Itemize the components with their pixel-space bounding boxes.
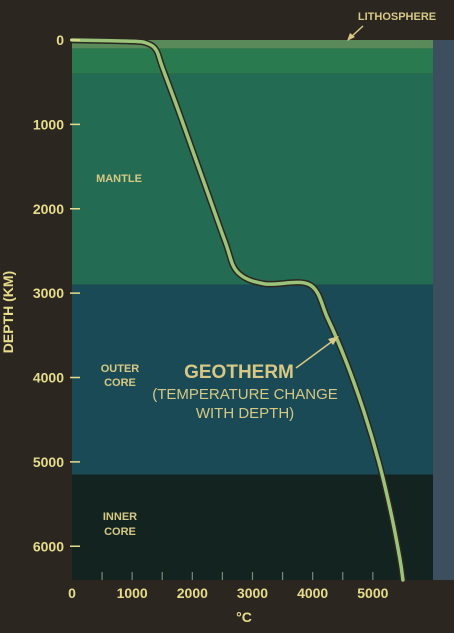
y-tick-label: 0 bbox=[56, 32, 64, 48]
right-edge-strip bbox=[433, 40, 454, 580]
y-tick-label: 6000 bbox=[33, 538, 64, 554]
y-tick-labels: 0 1000 2000 3000 4000 5000 6000 bbox=[33, 32, 80, 554]
mantle-label: MANTLE bbox=[96, 173, 142, 185]
layer-band-1 bbox=[72, 48, 433, 74]
y-tick-label: 5000 bbox=[33, 454, 64, 470]
geotherm-subtitle-line1: (TEMPERATURE CHANGE bbox=[152, 386, 338, 403]
lithosphere-arrow-head bbox=[347, 33, 355, 41]
layer-band-0 bbox=[72, 40, 433, 49]
x-axis-title: °C bbox=[236, 609, 252, 625]
y-axis-title: DEPTH (KM) bbox=[0, 271, 16, 353]
lithosphere-label: LITHOSPHERE bbox=[358, 11, 436, 23]
outer-core-label-line1: OUTER bbox=[101, 363, 140, 375]
geotherm-title: GEOTHERM bbox=[184, 362, 294, 383]
y-tick-label: 3000 bbox=[33, 285, 64, 301]
geotherm-arrow-line bbox=[295, 339, 335, 369]
series-line-0 bbox=[70, 38, 405, 582]
layer-band-4 bbox=[72, 474, 433, 580]
x-tick-label: 1000 bbox=[117, 585, 148, 601]
y-tick-label: 4000 bbox=[33, 370, 64, 386]
geotherm-subtitle-line2: WITH DEPTH) bbox=[196, 405, 294, 422]
x-tick-label: 0 bbox=[68, 585, 76, 601]
x-tick-labels: 0 1000 2000 3000 4000 5000 bbox=[68, 585, 389, 601]
x-tick-label: 4000 bbox=[297, 585, 328, 601]
inner-core-label-line1: INNER bbox=[103, 511, 137, 523]
y-tick-label: 2000 bbox=[33, 201, 64, 217]
x-tick-label: 2000 bbox=[177, 585, 208, 601]
earth-layers bbox=[72, 40, 433, 580]
inner-core-label-line2: CORE bbox=[104, 526, 136, 538]
layer-band-2 bbox=[72, 73, 433, 285]
x-tick-label: 5000 bbox=[357, 585, 388, 601]
series-lines bbox=[68, 36, 407, 584]
geotherm-arrow-head bbox=[328, 336, 339, 345]
outer-core-label-line2: CORE bbox=[104, 377, 136, 389]
x-tick-label: 3000 bbox=[237, 585, 268, 601]
y-tick-label: 1000 bbox=[33, 116, 64, 132]
